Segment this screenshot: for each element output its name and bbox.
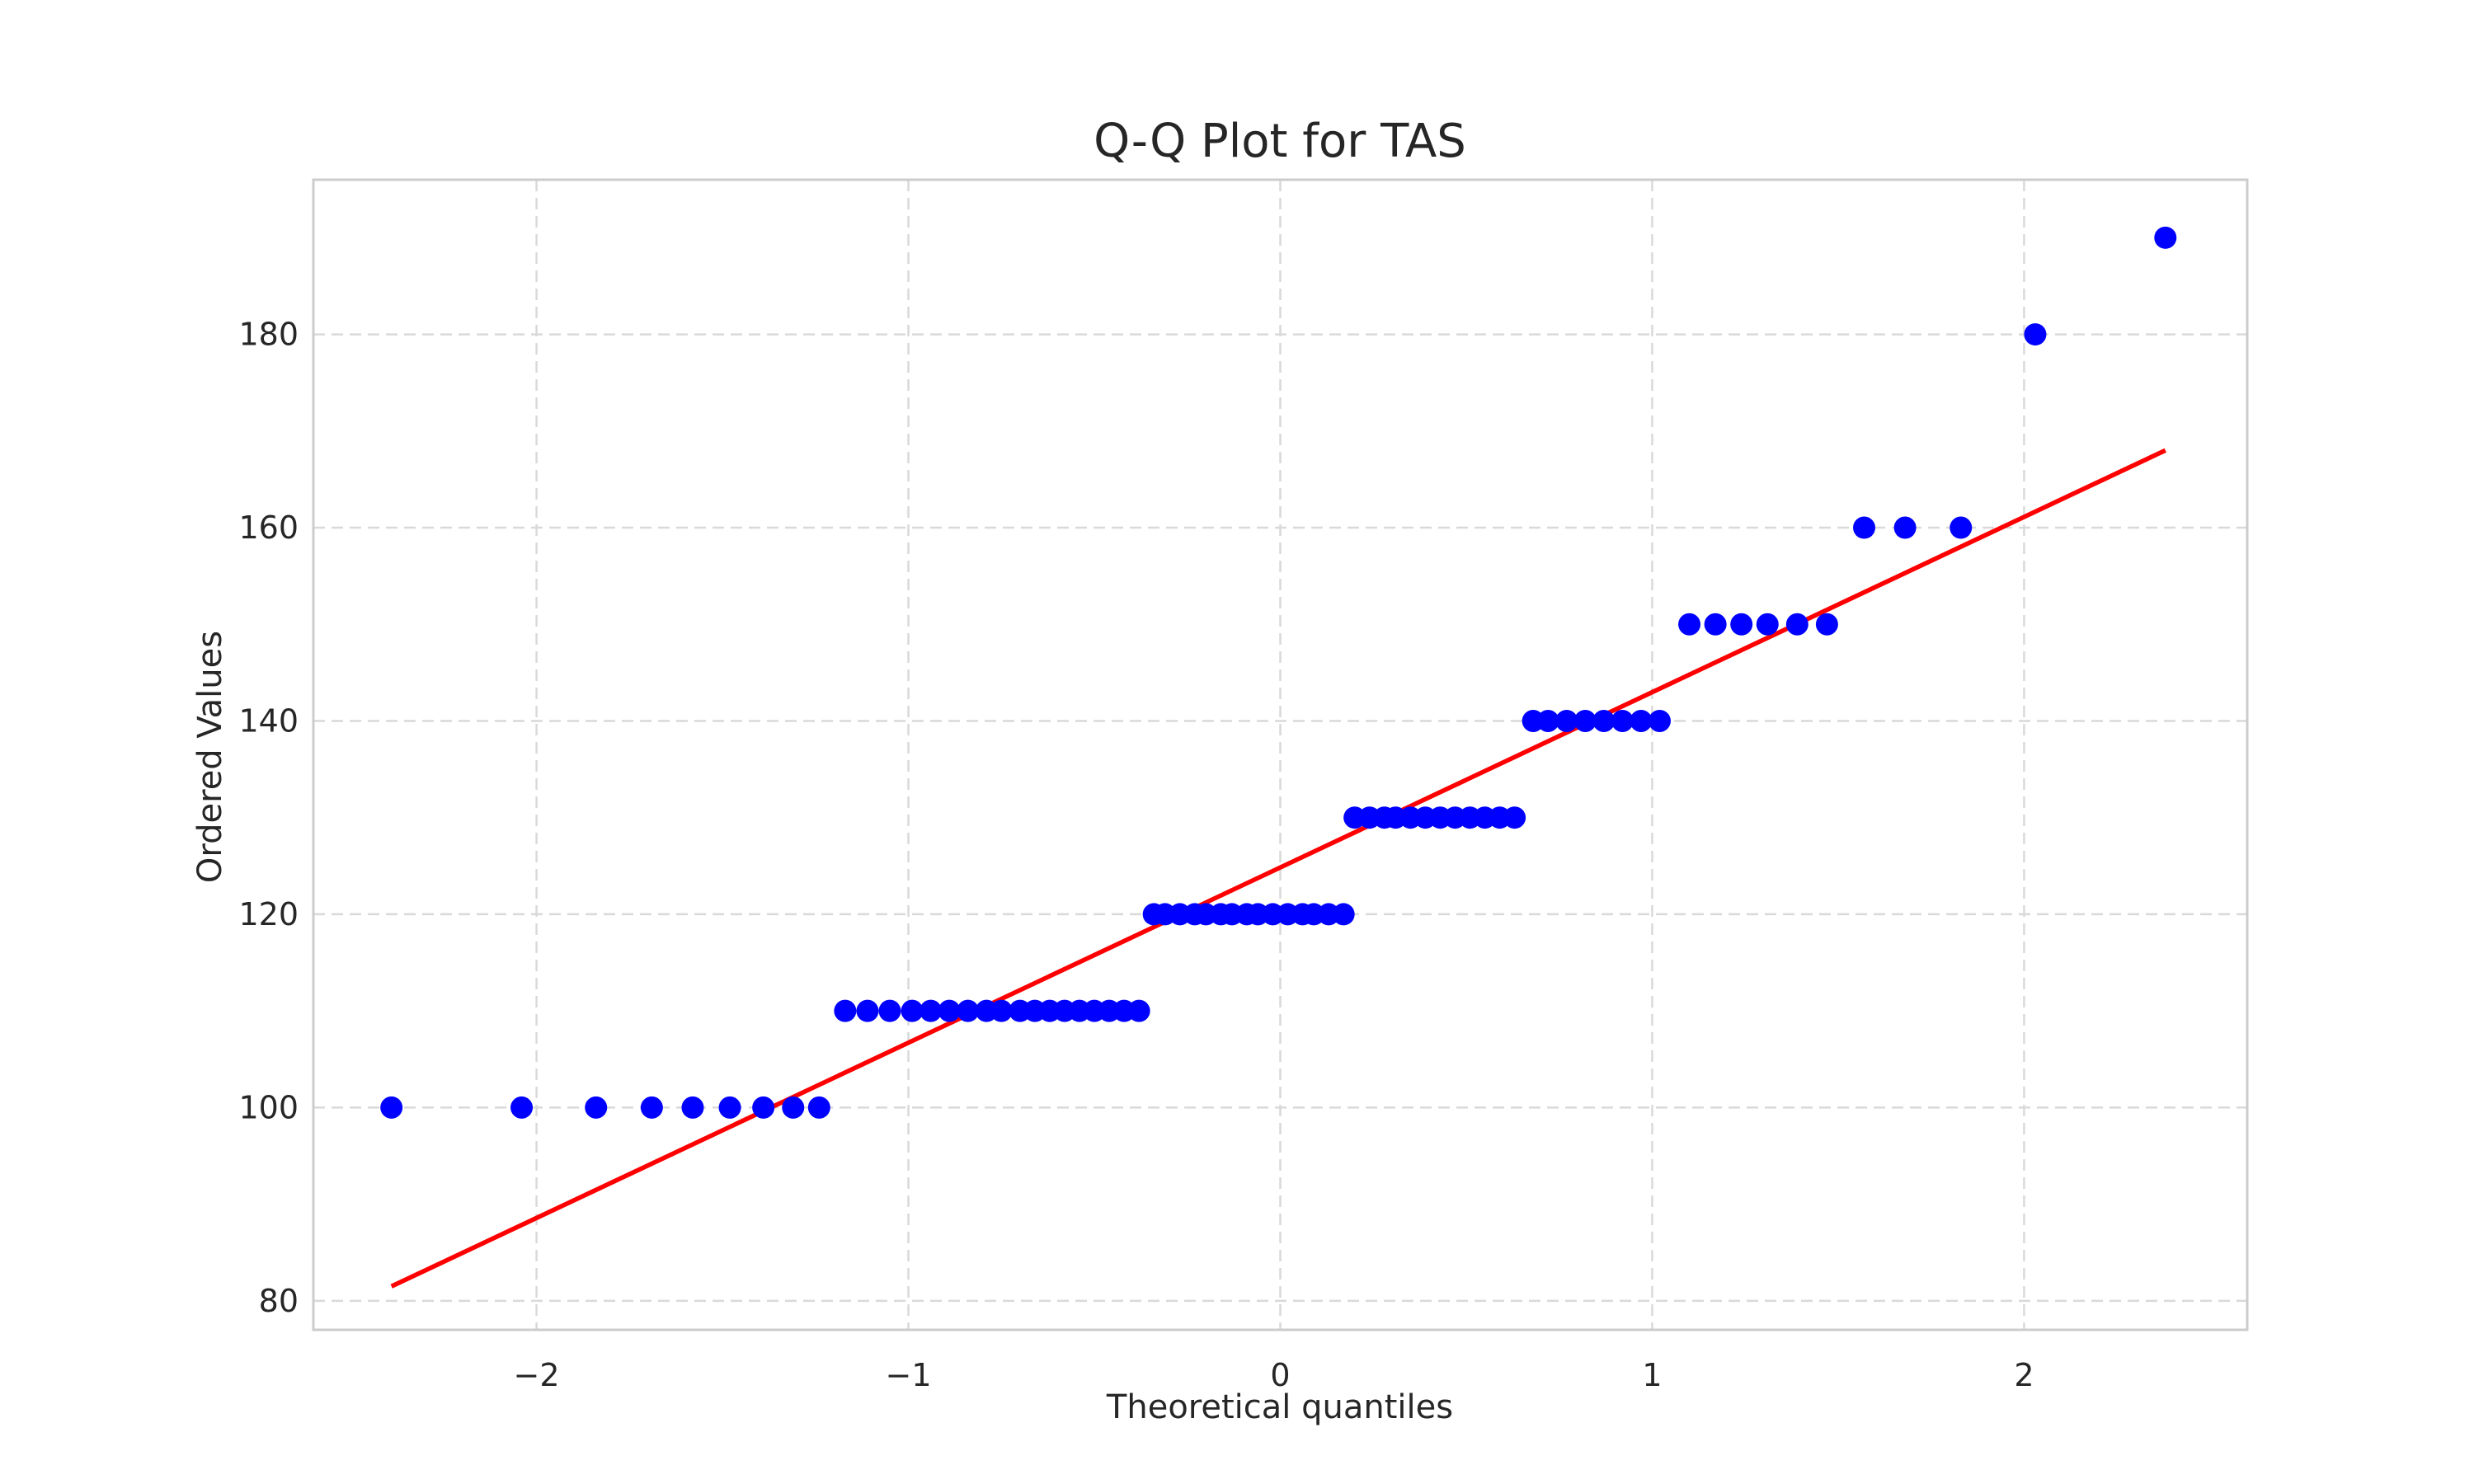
data-point — [1573, 709, 1597, 732]
data-point — [1648, 709, 1671, 732]
x-tick-label: −1 — [886, 1357, 932, 1393]
x-tick-label: 1 — [1642, 1357, 1662, 1393]
data-point — [1678, 613, 1701, 636]
x-tick-label: 2 — [2014, 1357, 2034, 1393]
tick-layer: −2 −1 0 1 2 80 100 120 140 160 180 — [238, 317, 2034, 1393]
data-point — [1611, 709, 1634, 732]
data-point — [1893, 516, 1917, 539]
data-point — [834, 999, 857, 1022]
x-axis-label: Theoretical quantiles — [1106, 1388, 1453, 1426]
data-point — [920, 999, 943, 1022]
data-point — [1536, 709, 1559, 732]
data-point — [1332, 903, 1355, 926]
data-point — [1127, 999, 1150, 1022]
y-tick-label: 120 — [238, 896, 299, 932]
plot-frame — [312, 178, 2249, 1331]
fit-line — [390, 448, 2166, 1289]
y-tick-label: 80 — [259, 1283, 299, 1319]
data-point — [807, 1096, 830, 1119]
x-tick-label: −2 — [514, 1357, 560, 1393]
data-point — [1815, 613, 1838, 636]
data-point — [510, 1096, 534, 1119]
chart-title: Q-Q Plot for TAS — [1094, 115, 1466, 168]
data-point — [1592, 709, 1616, 732]
data-point — [752, 1096, 775, 1119]
data-point — [1503, 806, 1526, 829]
data-point — [938, 999, 961, 1022]
data-point — [1785, 613, 1808, 636]
data-point — [1730, 613, 1753, 636]
data-point — [901, 999, 924, 1022]
y-tick-label: 100 — [238, 1089, 299, 1125]
data-point — [1756, 613, 1779, 636]
grid-layer — [313, 180, 2247, 1330]
data-point — [990, 999, 1013, 1022]
data-point — [718, 1096, 741, 1119]
fit-layer — [390, 448, 2166, 1289]
data-point — [1704, 613, 1727, 636]
y-tick-label: 160 — [238, 510, 299, 546]
data-point — [1630, 709, 1653, 732]
points-layer — [380, 226, 2177, 1119]
data-point — [1950, 516, 1973, 539]
y-axis-label: Ordered Values — [191, 631, 229, 883]
y-tick-label: 140 — [238, 702, 299, 739]
data-point — [585, 1096, 608, 1119]
data-point — [957, 999, 980, 1022]
data-point — [1853, 516, 1876, 539]
x-tick-label: 0 — [1270, 1357, 1290, 1393]
data-point — [2154, 226, 2177, 249]
data-point — [878, 999, 901, 1022]
data-point — [681, 1096, 704, 1119]
data-point — [856, 999, 879, 1022]
y-tick-label: 180 — [238, 317, 299, 353]
data-point — [2024, 323, 2047, 346]
data-point — [380, 1096, 403, 1119]
data-point — [640, 1096, 663, 1119]
data-point — [1555, 709, 1578, 732]
data-point — [782, 1096, 805, 1119]
